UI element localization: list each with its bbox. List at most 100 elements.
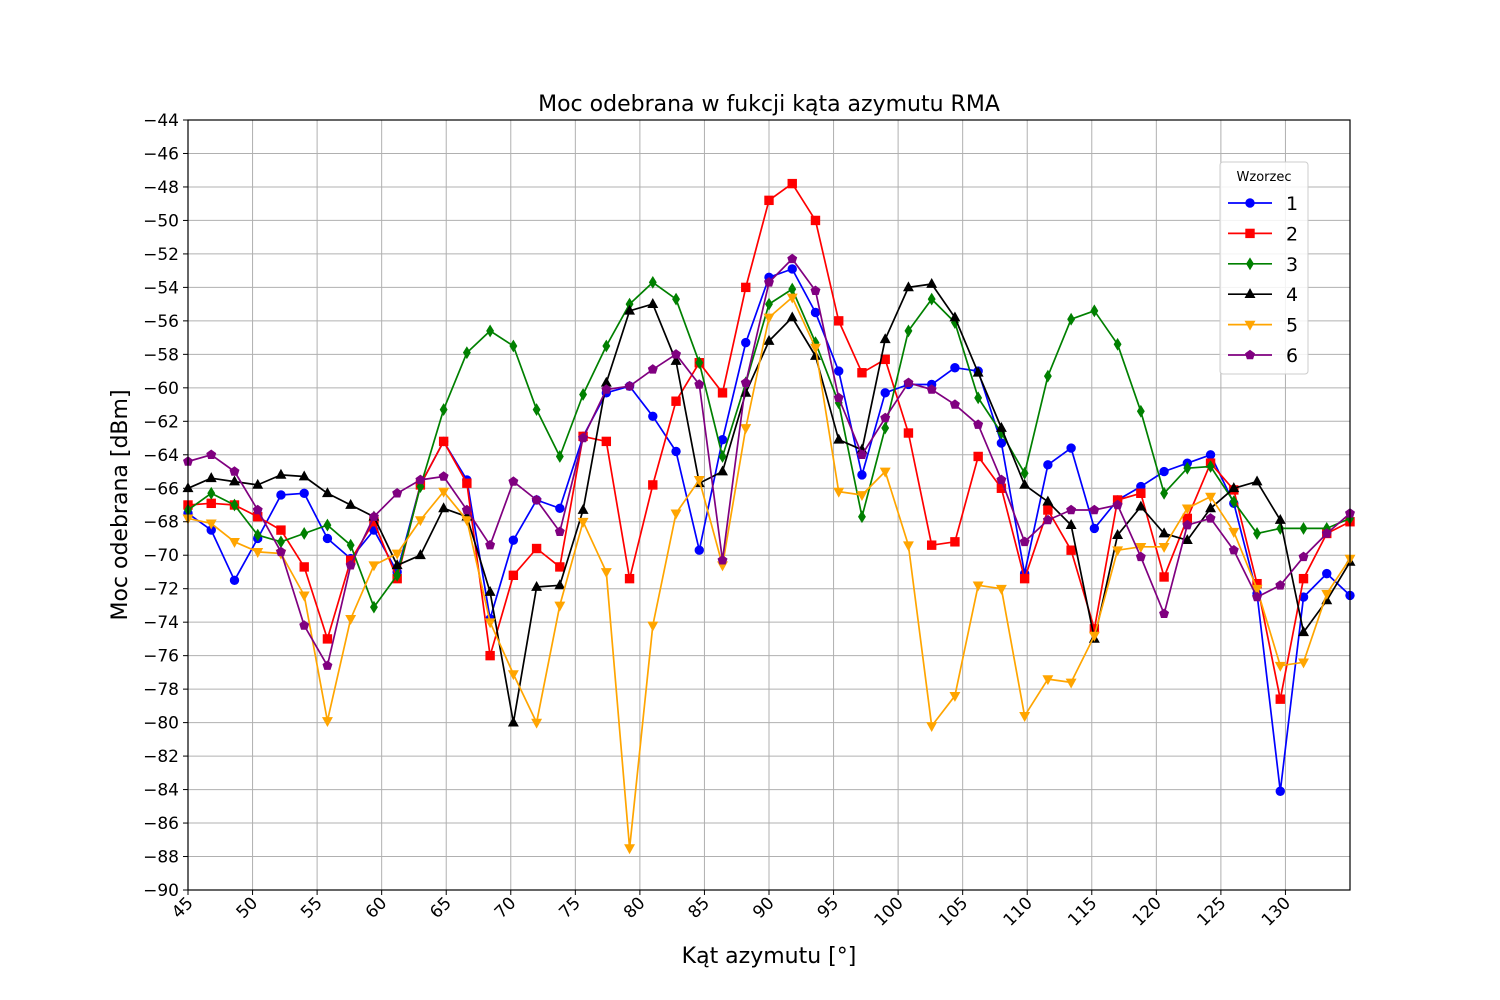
data-point [1090, 304, 1099, 318]
data-point [1066, 545, 1076, 555]
data-point [949, 311, 961, 322]
x-tick-label: 55 [297, 893, 326, 922]
data-point [950, 537, 960, 547]
data-point [858, 510, 866, 524]
data-point [508, 476, 519, 486]
data-point [391, 559, 403, 570]
data-point [902, 541, 914, 552]
data-point [810, 285, 821, 295]
data-point [1135, 542, 1147, 553]
data-point [229, 537, 240, 548]
data-point [810, 343, 821, 354]
data-point [1205, 492, 1217, 503]
data-point [252, 478, 264, 489]
data-point [461, 516, 473, 527]
data-point [1321, 589, 1333, 600]
data-point [1042, 495, 1054, 506]
data-point [368, 511, 379, 521]
data-point [694, 379, 705, 389]
legend-label: 1 [1286, 193, 1298, 215]
data-point [1274, 513, 1286, 524]
y-tick-label: −84 [143, 781, 179, 801]
y-tick-label: −44 [143, 111, 179, 131]
data-point [1066, 443, 1076, 453]
data-point [624, 304, 636, 315]
y-tick-label: −78 [143, 680, 179, 700]
y-tick-label: −88 [143, 848, 179, 868]
data-point [229, 466, 240, 476]
data-point [647, 621, 659, 632]
data-point [391, 549, 403, 560]
data-point [1067, 312, 1076, 326]
data-point [554, 601, 566, 612]
x-tick-label: 50 [233, 893, 262, 922]
x-tick-label: 95 [814, 893, 843, 922]
data-point [880, 412, 891, 423]
data-point [486, 324, 495, 338]
data-point [972, 581, 984, 592]
data-point [995, 421, 1007, 432]
data-point [763, 313, 775, 324]
data-point [903, 428, 914, 438]
data-point [577, 517, 589, 528]
y-tick-label: −82 [143, 747, 179, 767]
data-point [578, 432, 589, 443]
data-point [672, 292, 680, 306]
data-point [554, 526, 565, 537]
data-point [1159, 608, 1170, 619]
y-tick-label: −76 [143, 647, 179, 667]
data-point [1298, 573, 1309, 584]
data-point [741, 282, 751, 293]
legend-label: 6 [1286, 345, 1298, 367]
data-point [1253, 527, 1261, 540]
data-point [275, 546, 286, 557]
data-point [1206, 460, 1215, 473]
y-tick-label: −52 [143, 245, 179, 265]
legend-items: 1 2 3 4 5 6 [1228, 193, 1298, 367]
data-point [880, 388, 890, 398]
legend-label: 2 [1286, 223, 1298, 245]
x-tick-label: 90 [749, 893, 778, 922]
data-point [670, 354, 682, 365]
data-point [322, 634, 333, 644]
data-point [950, 363, 960, 373]
data-point [1042, 514, 1053, 525]
data-point [1089, 504, 1100, 515]
y-tick-label: −58 [143, 345, 179, 365]
data-point [740, 386, 752, 397]
data-point [345, 498, 357, 509]
data-point [277, 535, 285, 549]
data-point [507, 670, 519, 681]
data-point [974, 391, 983, 405]
data-point [903, 377, 914, 388]
data-point [555, 450, 564, 463]
series-5 [182, 293, 1356, 855]
y-tick-label: −80 [143, 714, 179, 734]
data-point [1251, 475, 1263, 486]
data-point [509, 339, 518, 353]
data-point [786, 311, 798, 322]
x-axis-label: Kąt azymutu [°] [682, 944, 857, 969]
data-point [1275, 694, 1285, 704]
chart-title: Moc odebrana w fukcji kąta azymutu RMA [538, 92, 1000, 117]
legend-entry: 6 [1228, 345, 1298, 367]
data-point [321, 487, 333, 498]
data-point [741, 337, 751, 348]
data-point [648, 411, 658, 421]
data-point [555, 503, 565, 514]
data-point [485, 650, 495, 661]
x-tick-label: 125 [1193, 893, 1230, 930]
data-point [1019, 573, 1030, 584]
data-point [926, 277, 938, 288]
data-point [323, 518, 332, 532]
data-point [1181, 504, 1193, 515]
data-point [926, 540, 937, 550]
y-tick-label: −54 [143, 278, 179, 298]
data-point [624, 844, 636, 855]
data-point [1298, 626, 1309, 637]
x-tick-label: 120 [1129, 893, 1166, 930]
series-layer [182, 178, 1356, 855]
data-point [1228, 544, 1239, 555]
data-point [926, 384, 937, 394]
data-point [1112, 499, 1123, 510]
